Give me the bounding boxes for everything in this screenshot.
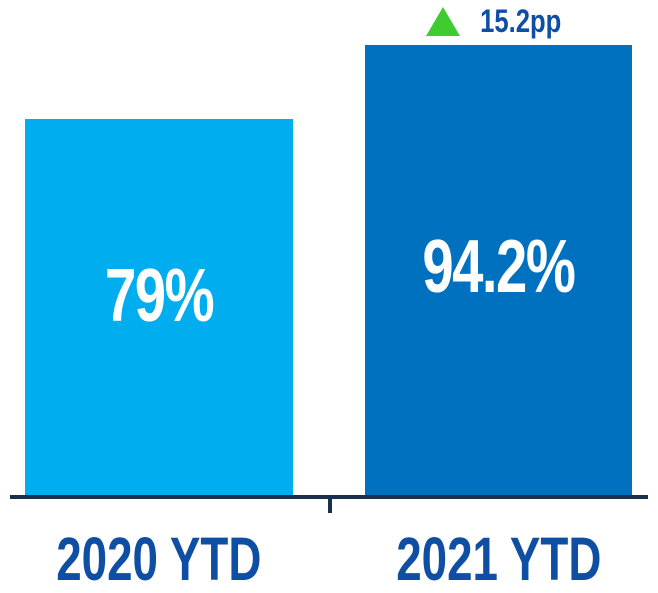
category-label-2020: 2020 YTD [25, 527, 293, 591]
category-label-2021: 2021 YTD [365, 527, 632, 591]
increase-annotation: 15.2pp [365, 2, 632, 40]
bar-2021-ytd: 94.2% [365, 45, 632, 496]
x-axis-center-tick [328, 495, 332, 513]
bar-value-2021: 94.2% [422, 223, 576, 308]
category-label-2020-text: 2020 YTD [56, 524, 262, 593]
bar-value-2020: 79% [104, 252, 215, 337]
annotation-text: 15.2pp [479, 3, 562, 39]
bar-2020-ytd: 79% [25, 119, 293, 496]
category-label-2021-text: 2021 YTD [395, 524, 602, 593]
up-triangle-icon [425, 6, 460, 36]
